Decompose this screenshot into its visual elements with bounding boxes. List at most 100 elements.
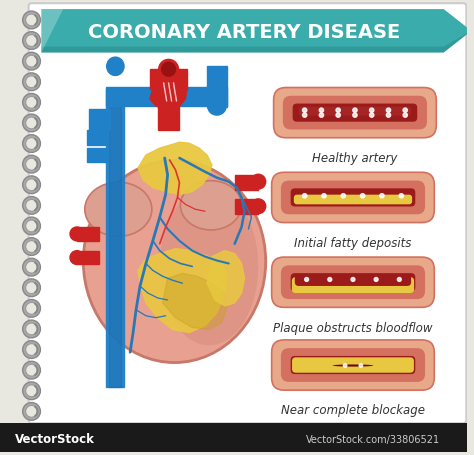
Circle shape	[26, 344, 37, 356]
Circle shape	[302, 194, 307, 198]
Circle shape	[23, 136, 40, 153]
FancyBboxPatch shape	[281, 181, 425, 215]
Circle shape	[319, 114, 324, 118]
Polygon shape	[138, 143, 212, 195]
Polygon shape	[41, 10, 63, 53]
Circle shape	[70, 228, 84, 241]
Text: Healthy artery: Healthy artery	[312, 152, 398, 165]
Circle shape	[23, 279, 40, 297]
FancyBboxPatch shape	[295, 275, 411, 286]
FancyBboxPatch shape	[272, 173, 434, 223]
Circle shape	[26, 282, 37, 294]
Circle shape	[302, 114, 307, 118]
Circle shape	[70, 251, 84, 265]
Polygon shape	[207, 67, 227, 107]
FancyBboxPatch shape	[28, 4, 466, 423]
Polygon shape	[41, 32, 471, 53]
Circle shape	[26, 15, 37, 27]
Circle shape	[26, 241, 37, 253]
Polygon shape	[107, 88, 227, 106]
FancyBboxPatch shape	[292, 358, 414, 373]
Circle shape	[26, 405, 37, 417]
Polygon shape	[89, 110, 110, 131]
Circle shape	[23, 217, 40, 235]
FancyBboxPatch shape	[291, 356, 415, 374]
Polygon shape	[235, 200, 258, 215]
Circle shape	[23, 74, 40, 91]
FancyBboxPatch shape	[292, 278, 414, 293]
Circle shape	[386, 114, 391, 118]
Circle shape	[23, 238, 40, 256]
Circle shape	[351, 278, 355, 282]
Circle shape	[328, 278, 332, 282]
FancyBboxPatch shape	[291, 189, 415, 207]
Polygon shape	[41, 10, 471, 53]
Circle shape	[386, 109, 391, 113]
Text: Near complete blockage: Near complete blockage	[281, 404, 425, 417]
Polygon shape	[158, 70, 180, 131]
Circle shape	[251, 175, 266, 190]
Polygon shape	[107, 90, 124, 387]
FancyBboxPatch shape	[272, 340, 434, 390]
Circle shape	[26, 385, 37, 397]
Circle shape	[23, 259, 40, 277]
Polygon shape	[235, 175, 258, 190]
Ellipse shape	[83, 161, 266, 363]
Circle shape	[26, 303, 37, 314]
Circle shape	[26, 77, 37, 88]
Text: VectorStock: VectorStock	[15, 433, 95, 445]
Circle shape	[23, 33, 40, 51]
Circle shape	[319, 109, 324, 113]
Circle shape	[370, 114, 374, 118]
Ellipse shape	[85, 183, 152, 237]
Circle shape	[26, 97, 37, 109]
Circle shape	[23, 94, 40, 112]
Circle shape	[336, 109, 340, 113]
Circle shape	[341, 194, 346, 198]
Circle shape	[305, 278, 309, 282]
Polygon shape	[77, 251, 99, 265]
FancyBboxPatch shape	[294, 195, 412, 205]
Text: CORONARY ARTERY DISEASE: CORONARY ARTERY DISEASE	[88, 23, 401, 42]
Circle shape	[159, 60, 178, 80]
Circle shape	[26, 35, 37, 47]
Circle shape	[26, 262, 37, 273]
Circle shape	[23, 197, 40, 215]
Circle shape	[26, 56, 37, 68]
FancyBboxPatch shape	[0, 423, 467, 453]
FancyBboxPatch shape	[291, 273, 415, 292]
Circle shape	[23, 12, 40, 30]
Circle shape	[302, 109, 307, 113]
FancyBboxPatch shape	[299, 107, 411, 116]
Circle shape	[322, 194, 326, 198]
FancyBboxPatch shape	[272, 258, 434, 308]
Text: Plaque obstructs bloodflow: Plaque obstructs bloodflow	[273, 321, 433, 334]
Circle shape	[23, 300, 40, 318]
Circle shape	[353, 109, 357, 113]
Polygon shape	[109, 90, 121, 387]
Circle shape	[360, 194, 365, 198]
Ellipse shape	[106, 57, 125, 77]
Circle shape	[26, 324, 37, 335]
Circle shape	[343, 364, 347, 368]
Circle shape	[336, 114, 340, 118]
Polygon shape	[87, 131, 109, 146]
Ellipse shape	[333, 364, 374, 367]
FancyBboxPatch shape	[281, 349, 425, 382]
Circle shape	[403, 109, 407, 113]
Polygon shape	[138, 249, 227, 333]
Circle shape	[403, 114, 407, 118]
Circle shape	[23, 362, 40, 379]
FancyBboxPatch shape	[281, 266, 425, 299]
Circle shape	[251, 199, 266, 214]
Polygon shape	[150, 70, 187, 90]
Circle shape	[23, 403, 40, 420]
Text: VectorStock.com/33806521: VectorStock.com/33806521	[306, 434, 440, 444]
FancyBboxPatch shape	[273, 88, 436, 138]
Ellipse shape	[160, 188, 258, 345]
Circle shape	[23, 53, 40, 71]
Circle shape	[374, 278, 378, 282]
Circle shape	[397, 278, 401, 282]
Polygon shape	[87, 149, 109, 162]
Circle shape	[23, 382, 40, 400]
